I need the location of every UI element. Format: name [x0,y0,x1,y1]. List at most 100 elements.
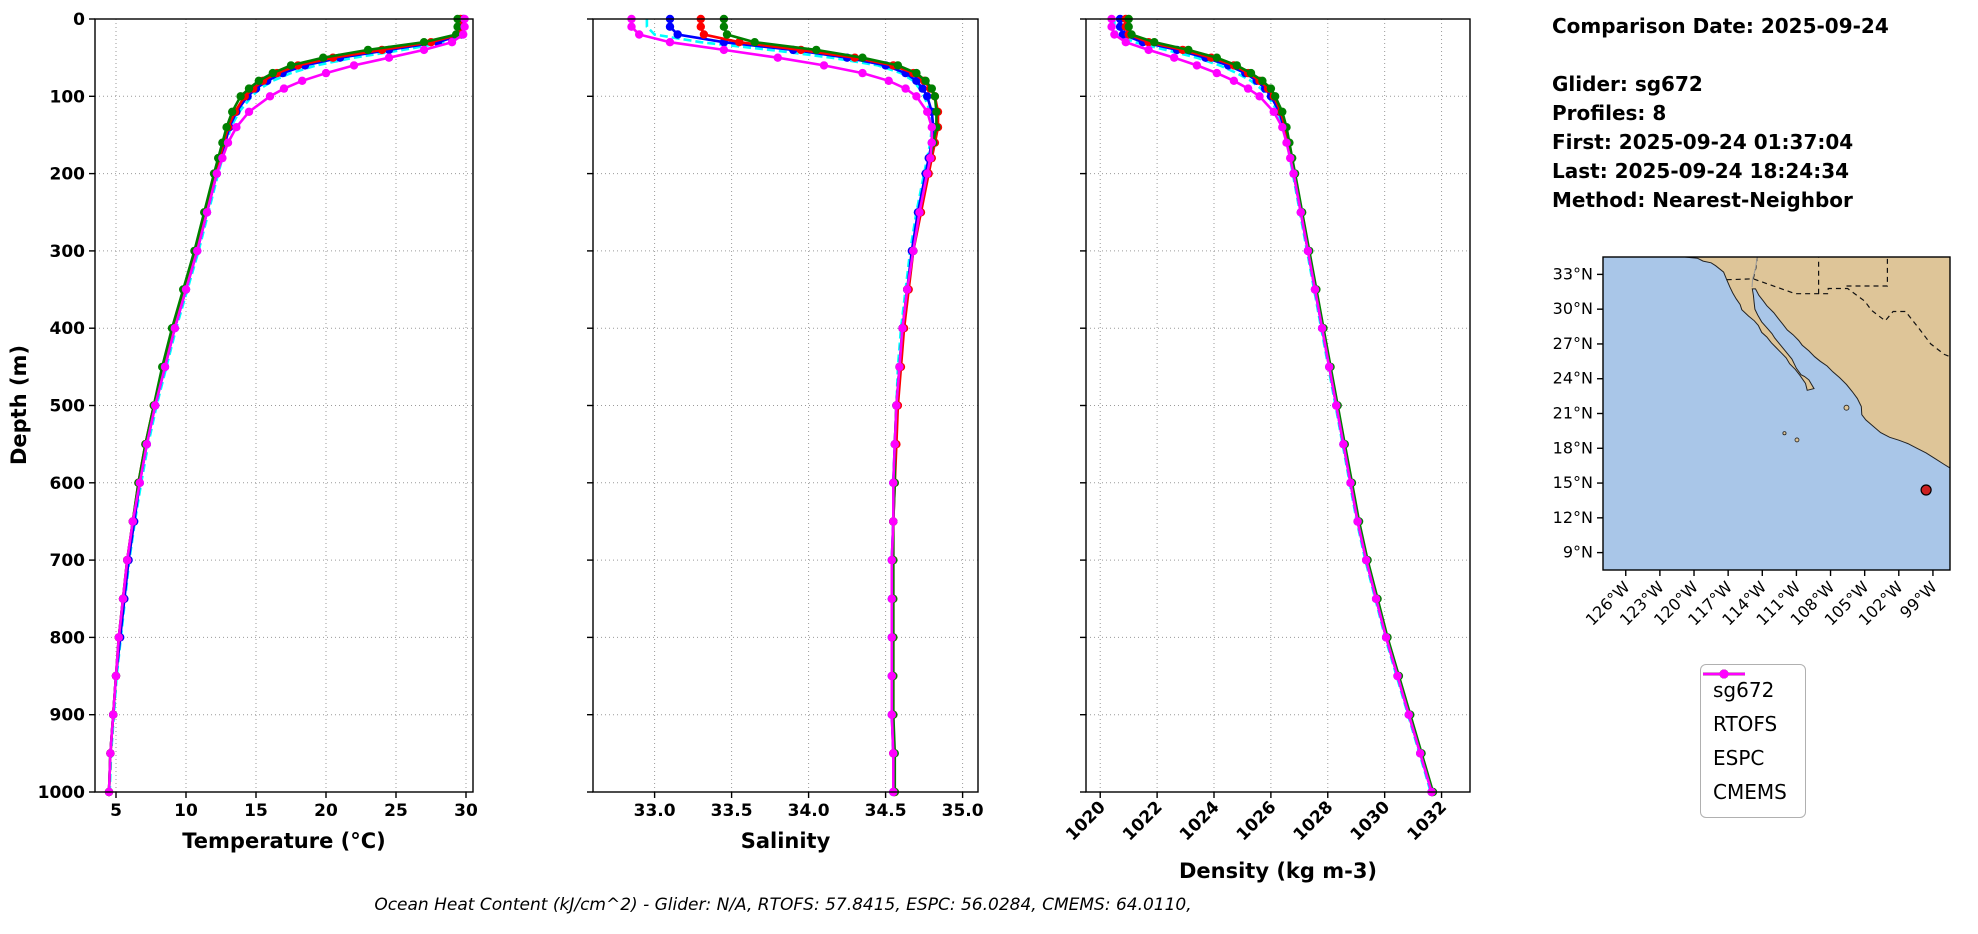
series-cmems-temperature-marker [151,401,160,410]
series-cmems-density-marker [1332,401,1341,410]
series-cmems-temperature-marker [142,440,151,449]
series-sg672-salinity-marker [912,76,921,86]
series-cmems-salinity-marker [887,633,896,642]
legend-label: RTOFS [1713,712,1778,736]
y-tick-label: 0 [73,10,85,30]
legend-label: sg672 [1713,678,1775,702]
series-espc-salinity-marker [927,84,936,93]
series-cmems-density [1110,19,1433,793]
legend-label: CMEMS [1713,780,1787,804]
series-cmems-salinity-marker [819,61,829,70]
series-cmems-salinity-marker [627,22,636,31]
info-line: Method: Nearest-Neighbor [1552,188,1853,212]
series-cmems-density-marker [1243,84,1253,93]
series-cmems-density-marker [1317,324,1327,333]
series-cmems-density-marker [1296,208,1306,217]
series-cmems-temperature-marker [349,61,359,70]
series-cmems-salinity-marker [898,324,907,333]
series-cmems-density-marker [1310,285,1320,294]
series-cmems-salinity-marker [927,123,936,132]
series-espc-temperature-marker [228,107,237,117]
y-tick-label: 700 [50,551,86,571]
series-cmems-salinity-marker [909,246,918,256]
series-cmems-temperature-marker [265,92,275,101]
series-espc-density-marker [1271,92,1280,101]
info-line: Profiles: 8 [1552,101,1667,125]
info-line: First: 2025-09-24 01:37:04 [1552,130,1854,154]
series-espc-temperature-marker [363,45,373,55]
series-rtofs-salinity-marker [699,30,709,39]
info-line: Comparison Date: 2025-09-24 [1552,14,1889,38]
series-cmems-density-marker [1289,169,1298,178]
panel-temperature: 5 10 15 20 25 3001002003004005006007008009001… [38,10,478,853]
series-cmems-salinity-marker [719,45,729,55]
island [1843,404,1850,411]
series-cmems-density-marker [1325,362,1334,372]
map-lat-label: 33°N [1553,264,1593,283]
series-espc-salinity-marker [930,92,940,101]
series-cmems-temperature-marker [321,68,331,78]
series-espc-density-marker [1127,30,1136,39]
series-cmems-density-marker [1255,92,1264,101]
x-tick-label: 20 [314,801,338,821]
y-tick-label: 200 [50,165,86,185]
series-cmems-temperature-marker [384,53,394,62]
series-cmems-temperature-marker [202,208,212,217]
series-cmems-temperature-marker [223,138,233,147]
series-cmems-density-marker [1107,22,1116,31]
series-rtofs-salinity [699,19,940,793]
series-cmems-density-marker [1404,710,1414,719]
series-espc-temperature-marker [244,84,254,93]
series-espc-temperature-marker [319,53,328,62]
series-cmems-temperature-marker [244,107,254,117]
series-cmems-salinity-marker [927,138,936,147]
map-lat-label: 27°N [1553,334,1593,353]
series-cmems-salinity-marker [889,478,898,487]
series-cmems-density-marker [1286,153,1295,163]
series-sg672-salinity-marker [673,30,682,39]
series-cmems-salinity-marker [901,84,910,93]
series-cmems-density-marker [1229,76,1239,86]
legend-line-marker-icon [1703,669,1745,679]
series-cmems-density-marker [1121,38,1131,47]
panel-density: 1020 1022 1024 1026 1028 1030 1032 Density (kg … [1062,14,1471,883]
series-cmems-temperature-marker [114,633,124,642]
info-panel: Comparison Date: 2025-09-24 Glider: sg67… [1552,12,1889,215]
series-cmems-salinity [630,19,934,792]
series-espc-salinity-marker [812,45,821,55]
series-sg672-profiles-density [1113,19,1432,793]
series-espc-density-marker [1212,53,1222,62]
series-cmems-temperature-marker [447,38,457,47]
series-cmems-density-marker [1278,123,1287,132]
series-cmems-salinity-marker [926,153,935,163]
x-tick-label: 1022 [1119,797,1167,845]
x-tick-label: 1032 [1403,797,1451,845]
series-cmems-salinity-marker [665,38,675,47]
series-espc-temperature-marker [453,22,462,31]
series-espc-density-marker [1258,76,1267,86]
series-cmems-temperature-marker [118,594,128,603]
series-cmems-temperature-marker [135,478,144,487]
xlabel-temperature: Temperature (°C) [182,829,385,853]
series-sg672-profiles-temperature [108,19,466,793]
x-tick-label: 33.5 [711,801,753,821]
series-cmems-density-marker [1110,30,1119,39]
legend-label: ESPC [1713,746,1765,770]
island [1782,431,1787,436]
series-espc-salinity [722,19,938,792]
profile-plots: 5 10 15 20 25 3001002003004005006007008009001… [7,10,1471,883]
series-cmems-density-marker [1339,440,1348,449]
series-sg672-temperature [107,19,465,793]
state-border [1846,257,1888,287]
map-lat-label: 30°N [1553,299,1593,318]
series-sg672-salinity-marker [918,84,927,93]
y-tick-label: 1000 [38,783,85,803]
x-tick-label: 10 [174,801,198,821]
series-cmems-temperature-marker [232,123,241,132]
y-tick-label: 300 [50,242,86,262]
x-tick-label: 5 [110,801,122,821]
location-map: 33°N30°N27°N24°N21°N18°N15°N12°N9°N126°W… [1553,256,1951,629]
series-espc-temperature-marker [419,38,429,47]
series-cmems-salinity-marker [773,53,782,62]
